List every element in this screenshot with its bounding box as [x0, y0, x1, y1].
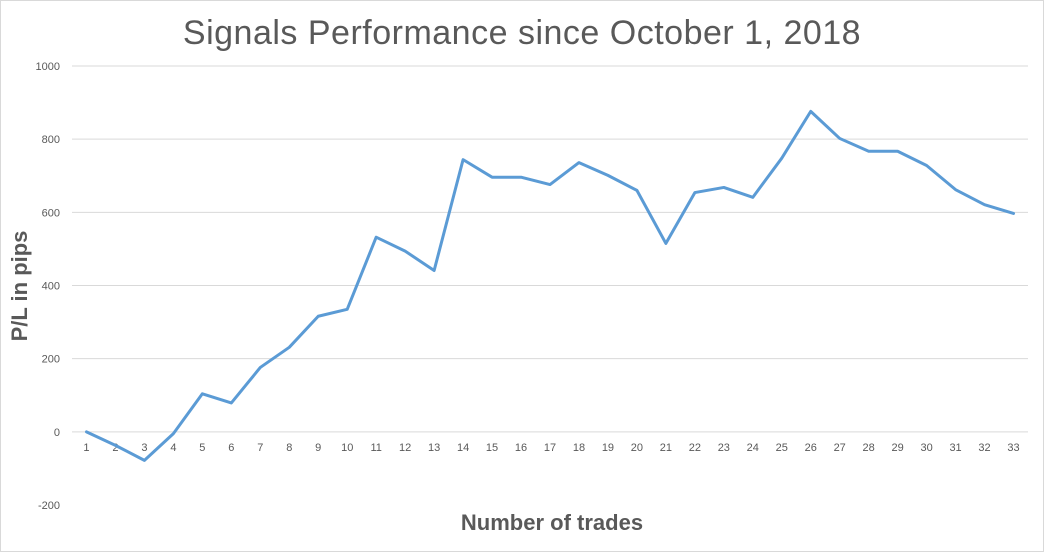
x-tick-label: 11 [370, 442, 381, 454]
x-tick-label: 33 [1007, 442, 1019, 454]
x-tick-label: 12 [399, 442, 411, 454]
x-tick-label: 23 [718, 442, 730, 454]
gridlines [72, 65, 1028, 433]
x-tick-label: 8 [286, 442, 292, 454]
x-tick-label: 5 [199, 442, 205, 454]
x-tick-label: 10 [341, 442, 353, 454]
y-tick-labels: -200 0 200 400 600 800 1000 [36, 61, 60, 512]
x-tick-label: 26 [805, 442, 817, 454]
x-tick-label: 4 [170, 442, 176, 454]
x-tick-label: 7 [257, 442, 263, 454]
x-tick-label: 25 [776, 442, 788, 454]
x-tick-label: 14 [457, 442, 469, 454]
x-tick-label: 9 [315, 442, 321, 454]
x-tick-label: 30 [920, 442, 932, 454]
y-tick-label: 200 [42, 354, 60, 366]
y-tick-label: 600 [42, 207, 60, 219]
x-tick-label: 24 [747, 442, 759, 454]
x-tick-label: 19 [602, 442, 614, 454]
x-tick-label: 15 [486, 442, 498, 454]
y-tick-label: -200 [38, 500, 60, 512]
x-tick-label: 29 [892, 442, 904, 454]
x-tick-label: 21 [660, 442, 672, 454]
x-tick-labels: 1 2 3 4 5 6 7 8 9 10 11 12 13 14 15 16 17 18 19 20 21 22 23 24 2… [83, 442, 1019, 454]
y-tick-label: 400 [42, 281, 60, 293]
x-tick-label: 2 [112, 442, 118, 454]
x-tick-label: 16 [515, 442, 527, 454]
x-tick-label: 22 [689, 442, 701, 454]
x-tick-label: 27 [834, 442, 846, 454]
x-tick-label: 18 [573, 442, 585, 454]
x-tick-label: 28 [863, 442, 875, 454]
series-layer [84, 109, 1016, 462]
chart-title: Signals Performance since October 1, 201… [182, 14, 862, 52]
x-axis-label: Number of trades [460, 510, 644, 535]
x-tick-label: 6 [228, 442, 234, 454]
x-tick-label: 17 [544, 442, 556, 454]
y-tick-label: 1000 [36, 61, 60, 73]
x-tick-label: 13 [428, 442, 440, 454]
series-line [84, 109, 1016, 462]
x-tick-label: 20 [631, 442, 643, 454]
x-tick-label: 31 [949, 442, 961, 454]
x-tick-label: 1 [83, 442, 89, 454]
y-tick-label: 800 [42, 134, 60, 146]
x-tick-label: 3 [141, 442, 147, 454]
y-tick-label: 0 [54, 427, 60, 439]
x-tick-label: 32 [978, 442, 990, 454]
